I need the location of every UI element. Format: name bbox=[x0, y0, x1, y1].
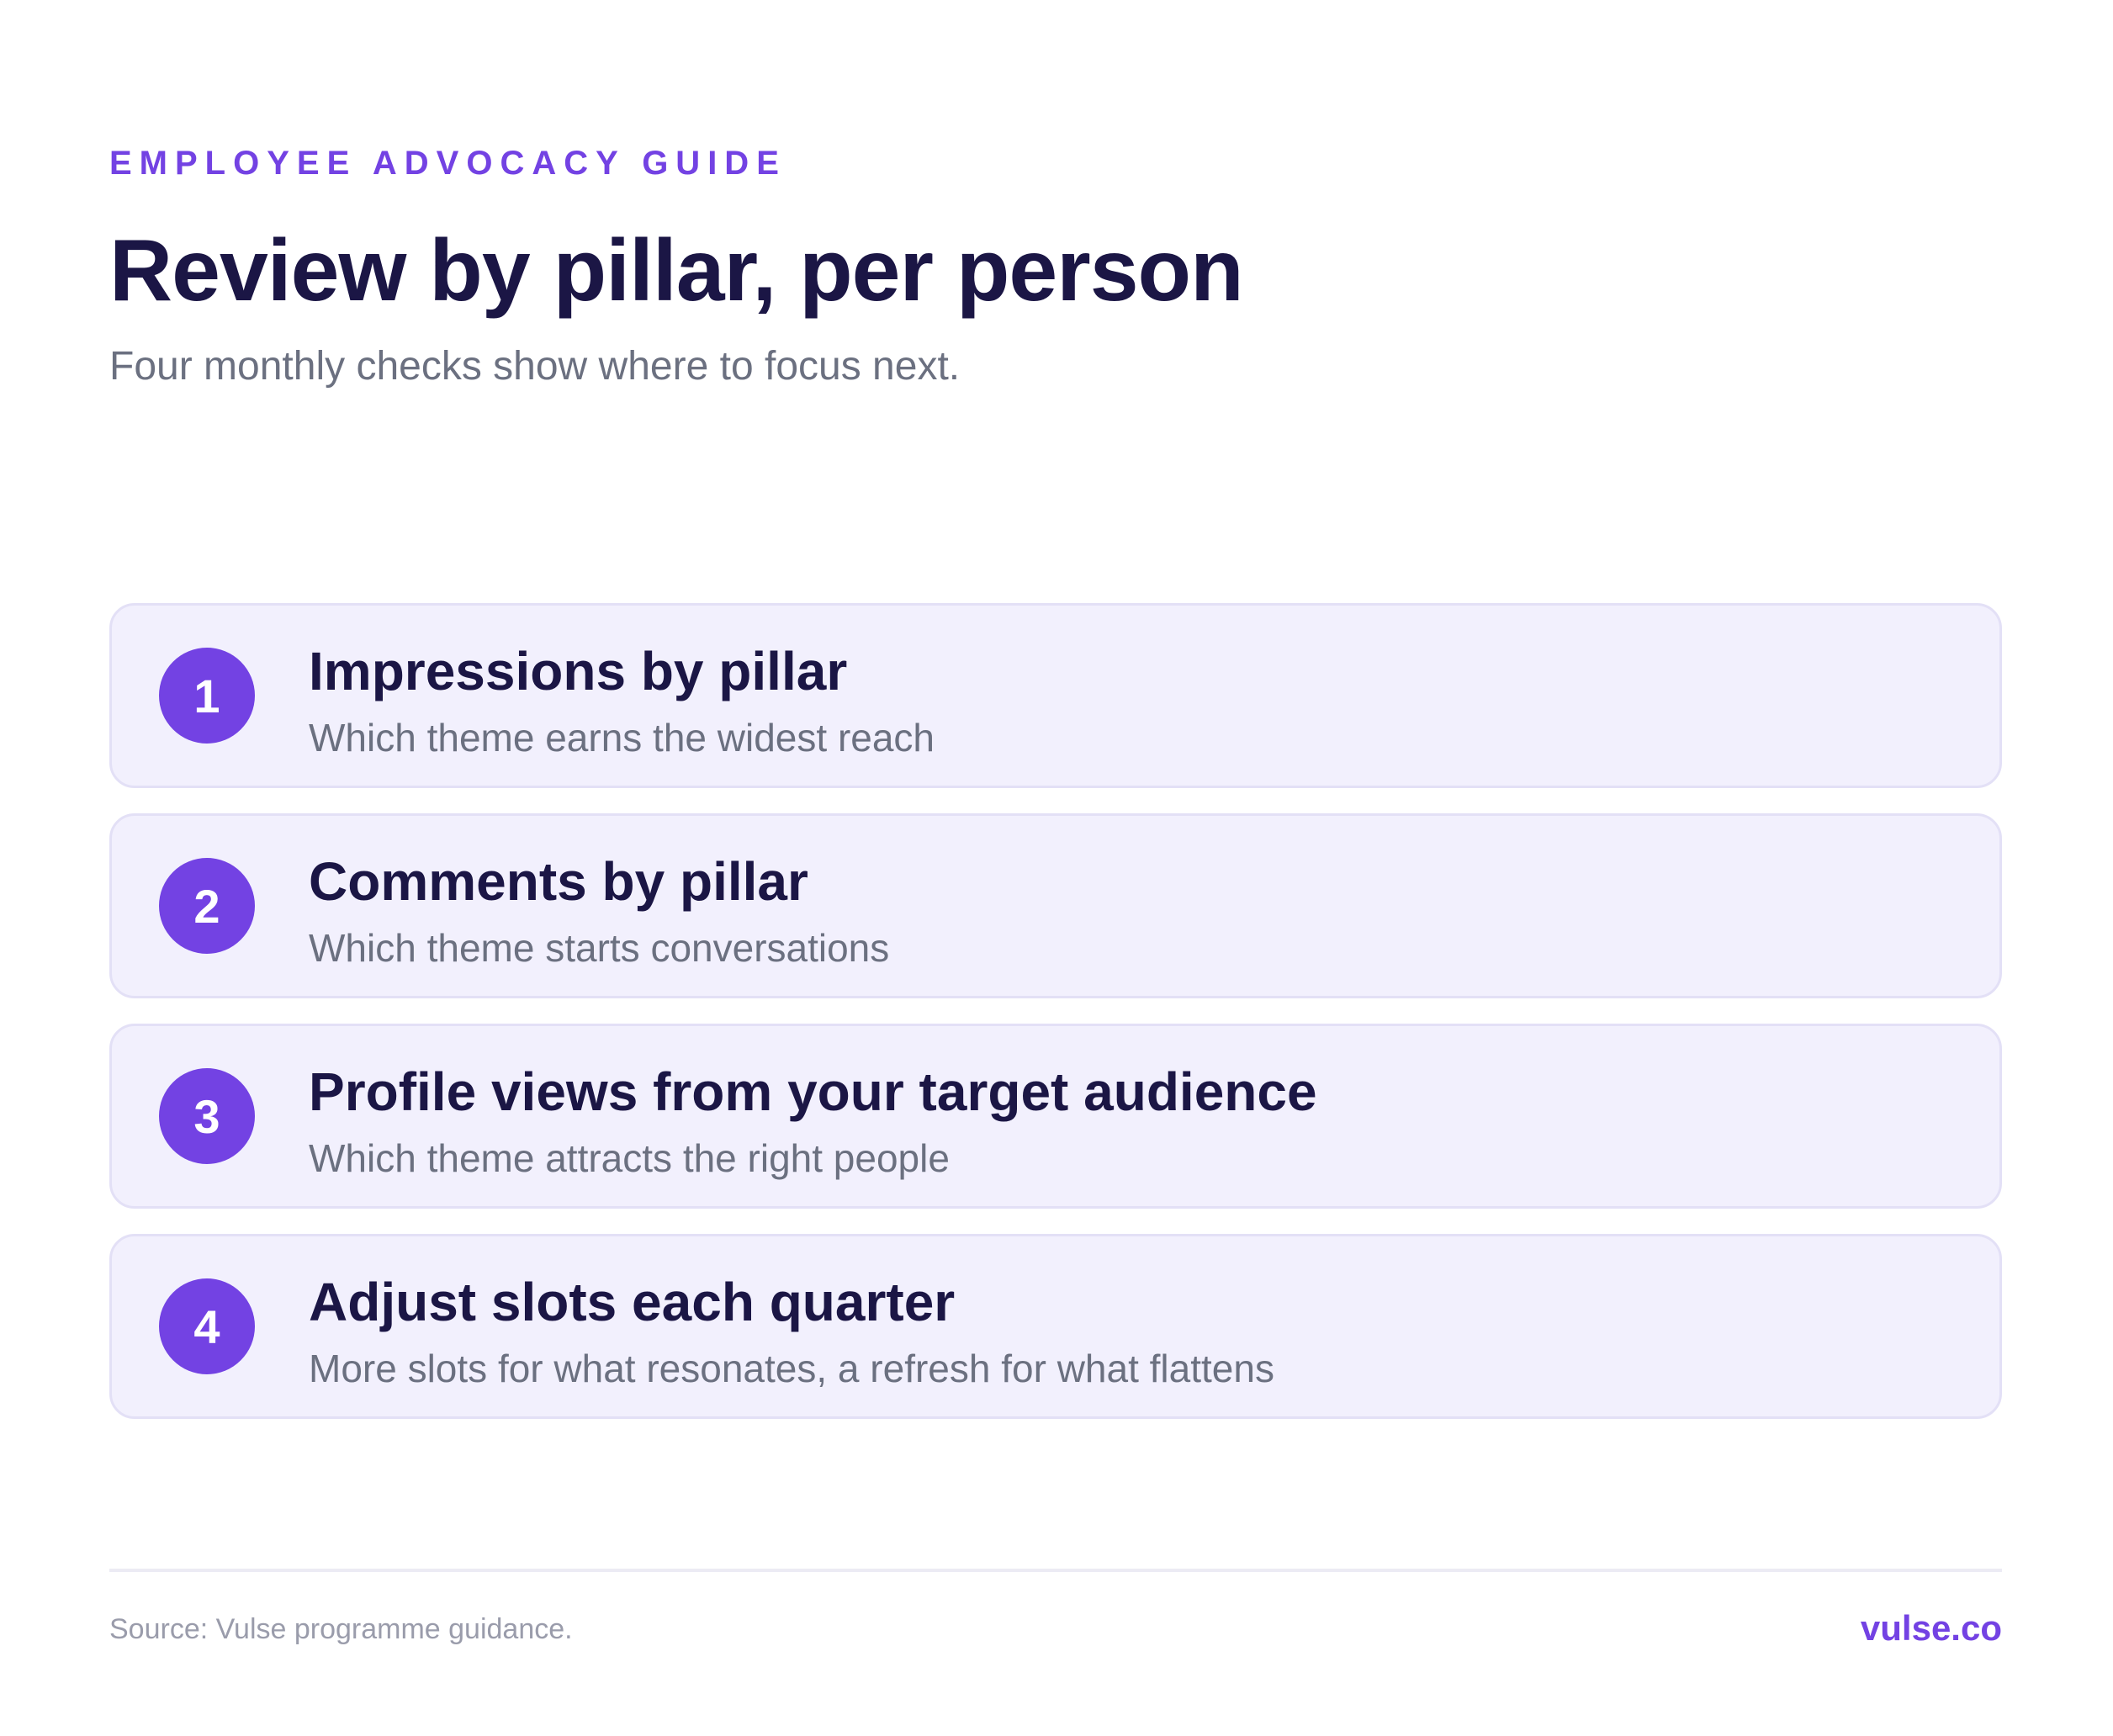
step-description: Which theme starts conversations bbox=[309, 926, 890, 970]
step-card: 3 Profile views from your target audienc… bbox=[109, 1024, 2002, 1209]
step-number-badge: 1 bbox=[159, 648, 255, 744]
step-title: Profile views from your target audience bbox=[309, 1061, 1317, 1122]
step-description: Which theme earns the widest reach bbox=[309, 716, 935, 760]
step-title: Adjust slots each quarter bbox=[309, 1272, 956, 1332]
page-title: Review by pillar, per person bbox=[109, 222, 1244, 320]
step-card: 1 Impressions by pillar Which theme earn… bbox=[109, 603, 2002, 788]
footer-divider bbox=[109, 1569, 2002, 1572]
page-subtitle: Four monthly checks show where to focus … bbox=[109, 344, 961, 389]
step-title: Impressions by pillar bbox=[309, 641, 848, 701]
step-title: Comments by pillar bbox=[309, 851, 808, 912]
step-number-badge: 4 bbox=[159, 1278, 255, 1374]
step-description: Which theme attracts the right people bbox=[309, 1136, 950, 1180]
step-number-badge: 2 bbox=[159, 858, 255, 954]
step-card: 2 Comments by pillar Which theme starts … bbox=[109, 813, 2002, 998]
steps-list: 1 Impressions by pillar Which theme earn… bbox=[109, 603, 2002, 1419]
guide-page: EMPLOYEE ADVOCACY GUIDE Review by pillar… bbox=[109, 0, 2002, 1736]
source-note: Source: Vulse programme guidance. bbox=[109, 1613, 573, 1645]
brand-link[interactable]: vulse.co bbox=[1860, 1608, 2002, 1648]
step-card: 4 Adjust slots each quarter More slots f… bbox=[109, 1234, 2002, 1419]
eyebrow-label: EMPLOYEE ADVOCACY GUIDE bbox=[109, 145, 786, 182]
step-number-badge: 3 bbox=[159, 1068, 255, 1164]
step-description: More slots for what resonates, a refresh… bbox=[309, 1347, 1274, 1390]
